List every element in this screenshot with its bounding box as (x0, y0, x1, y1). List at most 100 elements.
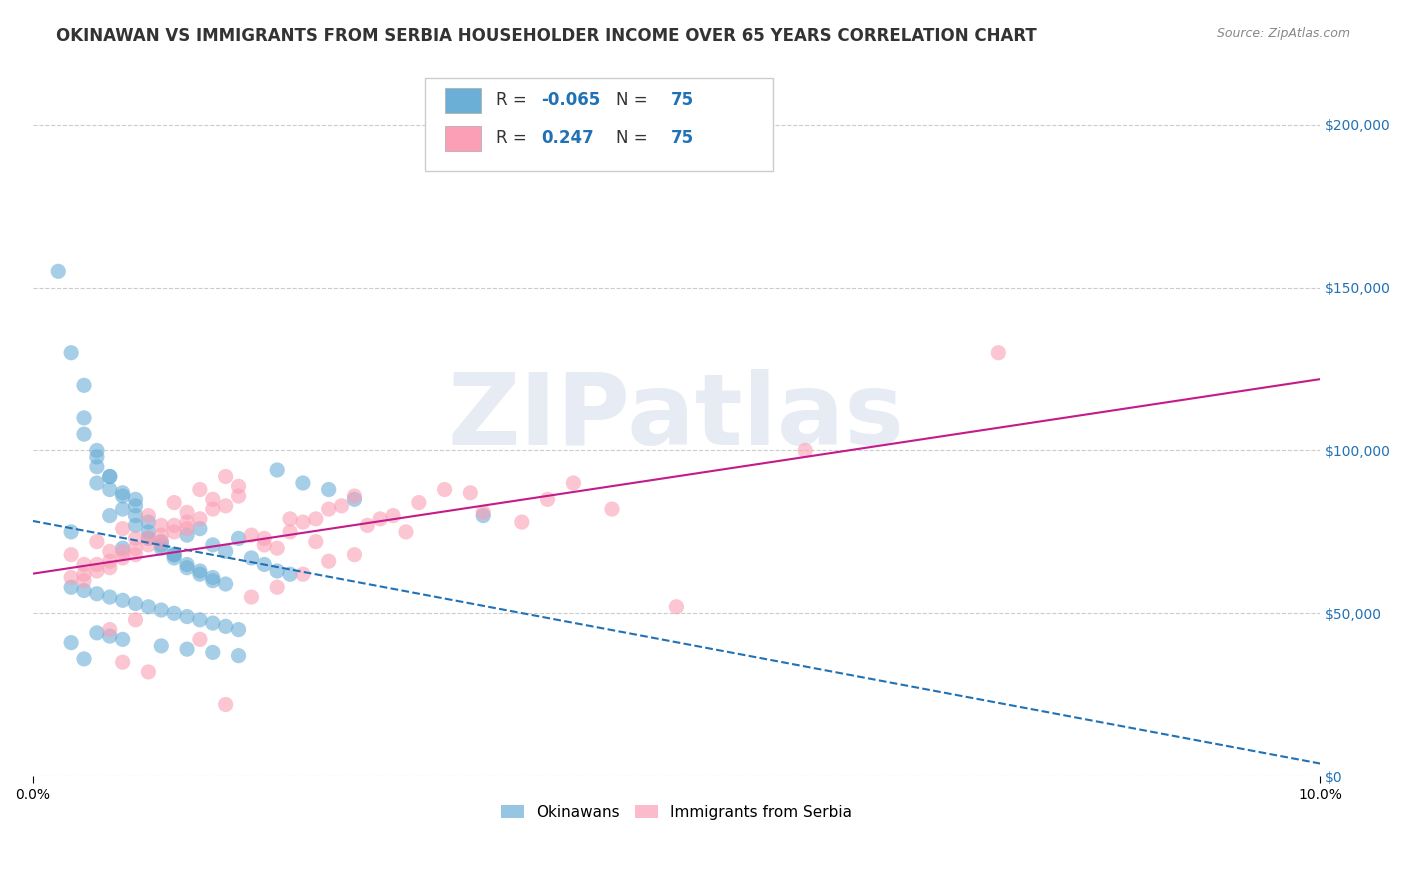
Point (111, 522, 134, 536)
Point (138, 538, 160, 552)
Point (124, 499, 146, 513)
Point (356, 518, 378, 533)
Point (201, 570, 224, 584)
Point (138, 665, 160, 679)
Point (111, 502, 134, 516)
Point (665, 599, 688, 614)
Point (176, 609, 198, 624)
Point (98, 629, 121, 643)
Text: OKINAWAN VS IMMIGRANTS FROM SERBIA HOUSEHOLDER INCOME OVER 65 YEARS CORRELATION : OKINAWAN VS IMMIGRANTS FROM SERBIA HOUSE… (56, 27, 1038, 45)
Point (472, 505, 495, 519)
Point (111, 544, 134, 558)
Text: R =: R = (496, 92, 531, 110)
Point (176, 558, 198, 572)
Point (188, 512, 211, 526)
Point (201, 538, 224, 552)
Point (201, 492, 224, 507)
Point (395, 524, 418, 539)
Point (98, 590, 121, 604)
Point (73, 583, 96, 598)
Point (266, 463, 288, 477)
Point (278, 512, 301, 526)
Legend: Okinawans, Immigrants from Serbia: Okinawans, Immigrants from Serbia (495, 798, 858, 826)
Point (111, 485, 134, 500)
Point (60, 635, 83, 649)
Point (124, 532, 146, 546)
Point (433, 483, 456, 497)
Point (240, 528, 263, 542)
Point (215, 619, 238, 633)
Text: -0.065: -0.065 (541, 92, 600, 110)
Point (163, 548, 186, 562)
Point (201, 574, 224, 588)
Point (111, 489, 134, 503)
Point (150, 528, 173, 542)
Point (253, 538, 276, 552)
Point (163, 548, 186, 562)
Point (98, 469, 121, 483)
Point (318, 554, 340, 568)
Point (163, 495, 186, 509)
Point (86, 459, 108, 474)
Point (215, 544, 238, 558)
Point (188, 522, 211, 536)
Point (240, 550, 263, 565)
Point (188, 567, 211, 582)
Point (215, 698, 238, 712)
Point (60, 524, 83, 539)
FancyBboxPatch shape (425, 78, 773, 170)
Point (291, 567, 314, 582)
Point (562, 476, 585, 491)
FancyBboxPatch shape (444, 87, 481, 113)
Point (536, 492, 558, 507)
Point (794, 443, 817, 458)
Point (111, 593, 134, 607)
Point (138, 524, 160, 539)
Point (111, 541, 134, 556)
Point (253, 558, 276, 572)
Point (138, 532, 160, 546)
Point (278, 524, 301, 539)
Point (228, 623, 250, 637)
Point (60, 580, 83, 594)
Point (46, 264, 69, 278)
Point (600, 502, 623, 516)
Point (460, 485, 482, 500)
Point (305, 534, 328, 549)
Point (98, 560, 121, 574)
Point (343, 548, 366, 562)
Point (86, 450, 108, 464)
Point (201, 616, 224, 631)
Point (150, 518, 173, 533)
Point (163, 607, 186, 621)
Point (215, 469, 238, 483)
Point (163, 518, 186, 533)
Point (215, 499, 238, 513)
Point (201, 645, 224, 659)
Point (150, 534, 173, 549)
Point (163, 550, 186, 565)
Point (188, 632, 211, 647)
Point (228, 532, 250, 546)
Point (86, 558, 108, 572)
Point (305, 512, 328, 526)
Text: Source: ZipAtlas.com: Source: ZipAtlas.com (1216, 27, 1350, 40)
Point (73, 574, 96, 588)
Point (176, 528, 198, 542)
Text: N =: N = (616, 92, 652, 110)
Point (343, 492, 366, 507)
Point (111, 655, 134, 669)
Point (291, 476, 314, 491)
Point (176, 560, 198, 574)
Point (240, 590, 263, 604)
Point (188, 613, 211, 627)
Point (73, 427, 96, 442)
Point (188, 564, 211, 578)
Point (86, 587, 108, 601)
Point (60, 570, 83, 584)
Point (73, 378, 96, 392)
Point (138, 508, 160, 523)
Point (318, 502, 340, 516)
Point (73, 558, 96, 572)
Point (382, 508, 405, 523)
